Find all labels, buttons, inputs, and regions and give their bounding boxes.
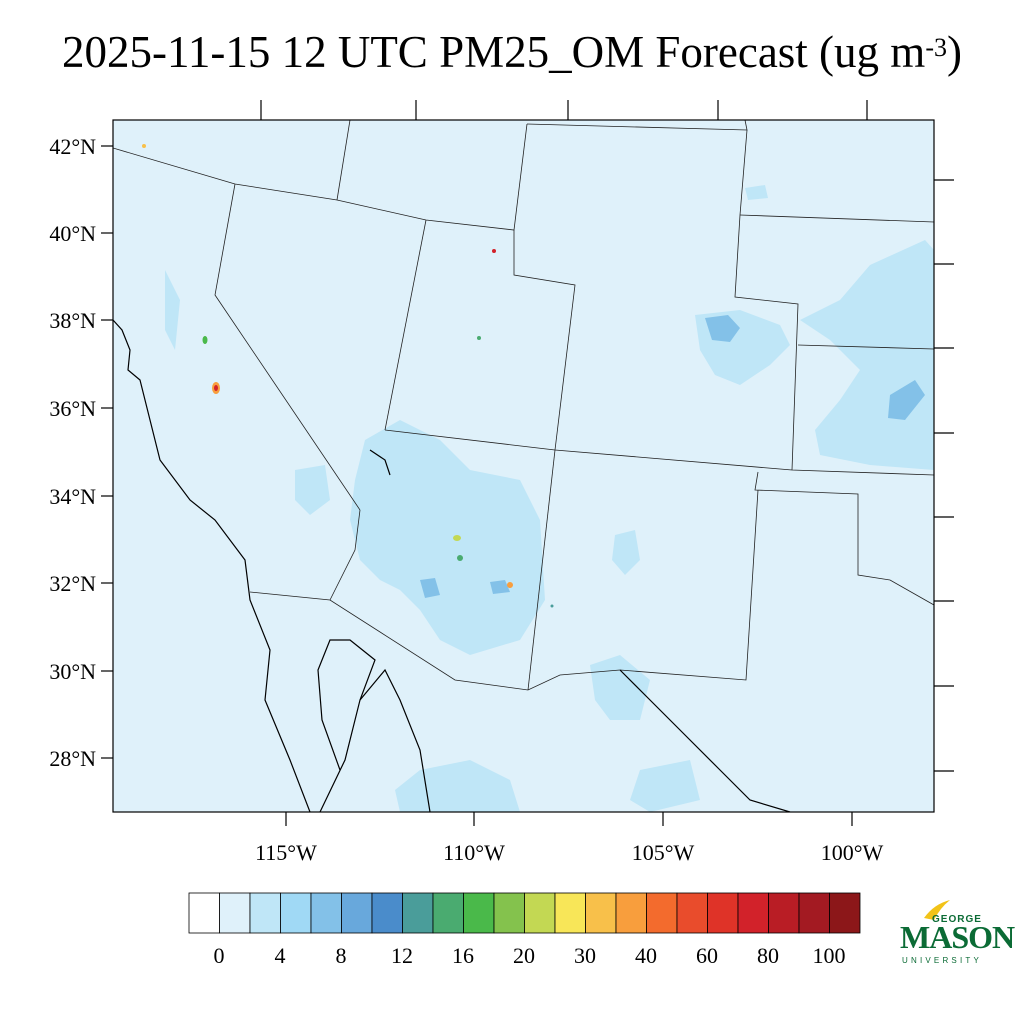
title-text: 2025-11-15 12 UTC PM25_OM Forecast (ug m [62,27,926,77]
lat-label: 36°N [49,396,96,421]
border-wy-ne [734,129,799,471]
colorbar-label: 12 [391,943,413,968]
logo-line-university: UNIVERSITY [902,956,983,965]
colorbar-swatch [829,892,861,934]
colorbar-swatch [493,892,525,934]
colorbar-label: 30 [574,943,596,968]
colorbar [188,892,861,934]
coast-sonora [359,668,431,812]
border-az-ca [329,509,361,601]
lon-label: 110°W [443,840,505,865]
hotspot-arizona-1 [420,578,440,598]
lat-label: 34°N [49,484,96,509]
colorbar-swatch [188,892,220,934]
colorbar-swatch [310,892,342,934]
colorbar-swatch [402,892,434,934]
logo-line-mason: MASON [900,919,1015,955]
plume-nm [612,530,640,575]
colorbar-swatch [615,892,647,934]
colorbar-label: 80 [757,943,779,968]
title-close: ) [946,27,962,77]
colorbar-swatch [798,892,830,934]
colorbar-swatch [249,892,281,934]
coast-baja-east [317,639,376,812]
border-id-ut [336,120,351,201]
lon-label: 115°W [255,840,317,865]
colorbar-swatch [280,892,312,934]
border-nm-tx [619,489,759,681]
colorbar-swatch [707,892,739,934]
lat-label: 28°N [49,746,96,771]
concentration-shading [142,144,934,812]
plume-mexico [395,760,520,812]
logo-line-george: GEORGE [932,914,982,925]
border-or-id-north [113,123,528,231]
state-boundaries [113,120,934,691]
axis-ticks [101,100,954,826]
rio-grande [619,669,791,812]
colorbar-label: 40 [635,943,657,968]
border-ks-ok [797,344,934,350]
plume-california [165,270,180,350]
colorbar-swatch [432,892,464,934]
lon-label: 100°W [821,840,884,865]
colorbar-swatch [585,892,617,934]
colorbar-label: 20 [513,943,535,968]
coast-california [113,319,311,812]
border-az-nm [527,449,556,691]
plume-wyoming [745,185,768,200]
lat-label: 40°N [49,221,96,246]
george-mason-logo: GEORGE MASON UNIVERSITY [896,900,1015,970]
border-az-nm-north [384,429,934,476]
longitude-labels: 115°W 110°W 105°W 100°W [255,840,883,865]
map-title: 2025-11-15 12 UTC PM25_OM Forecast (ug m… [0,22,1024,82]
colorbar-labels: 0 4 8 12 16 20 30 40 60 80 100 [214,943,846,968]
colorbar-swatch [737,892,769,934]
colorbar-swatch [554,892,586,934]
colorbar-swatch [646,892,678,934]
colorbar-swatch [524,892,556,934]
hotspot-arizona-2 [490,580,510,594]
lat-label: 42°N [49,134,96,159]
latitude-labels: 42°N 40°N 38°N 36°N 34°N 32°N 30°N 28°N [49,134,96,771]
colorbar-swatch [768,892,800,934]
border-ok-tx [754,471,934,606]
colorbar-label: 0 [214,943,225,968]
colorbar-swatch [463,892,495,934]
border-ne-ks [739,214,934,223]
colorbar-label: 60 [696,943,718,968]
border-nv-ut [384,219,427,431]
colorbar-label: 8 [336,943,347,968]
lat-label: 32°N [49,571,96,596]
colorbar-swatch [219,892,251,934]
map-panel: 42°N 40°N 38°N 36°N 34°N 32°N 30°N 28°N … [49,100,954,865]
map-background [113,120,934,812]
lat-label: 38°N [49,308,96,333]
plume-nevada [295,465,330,515]
border-ut-co-wy [513,230,576,451]
colorbar-label: 16 [452,943,474,968]
fire-hotspots [142,144,554,608]
map-frame [112,119,935,813]
logo-swoosh-icon [924,900,950,920]
colorbar-label: 100 [813,943,846,968]
title-superscript: -3 [925,33,947,62]
colorbar-swatch [341,892,373,934]
colorado-river [369,449,391,476]
plume-south [630,760,700,812]
lat-label: 30°N [49,659,96,684]
colorbar-label: 4 [275,943,286,968]
border-us-mexico [249,591,621,691]
lon-label: 105°W [632,840,695,865]
plume-arizona [350,420,545,655]
hotspot-kansas [888,380,925,420]
coastlines [113,319,791,812]
colorbar-swatch [371,892,403,934]
colorbar-swatch [676,892,708,934]
hotspot-colorado [705,315,740,342]
border-nv-ca [214,183,361,511]
